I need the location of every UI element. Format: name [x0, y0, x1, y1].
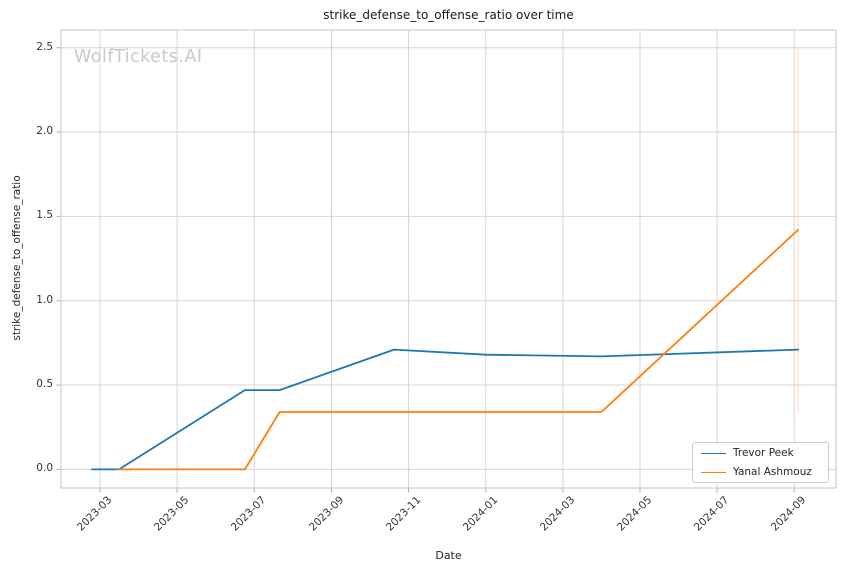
chart-title: strike_defense_to_offense_ratio over tim…: [323, 8, 574, 22]
watermark: WolfTickets.AI: [74, 47, 203, 67]
y-tick-label: 2.0: [36, 125, 53, 138]
legend-line-swatch-orange: [701, 471, 726, 473]
legend-label: Trevor Peek: [733, 447, 794, 459]
legend-entry-trevor-peek: Trevor Peek: [701, 445, 820, 461]
y-tick-label: 2.5: [36, 40, 53, 53]
y-tick-label: 1.0: [36, 293, 53, 306]
legend-line-swatch-blue: [701, 452, 726, 454]
x-axis-label: Date: [435, 549, 462, 562]
series-line-yanal-ashmouz: [118, 228, 799, 471]
y-axis-label: strike_defense_to_offense_ratio: [11, 175, 23, 341]
plot-border: [60, 29, 837, 489]
legend: Trevor Peek Yanal Ashmouz: [692, 442, 829, 483]
legend-label: Yanal Ashmouz: [733, 466, 812, 478]
series-line-trevor-peek: [90, 348, 799, 471]
legend-entry-yanal-ashmouz: Yanal Ashmouz: [701, 464, 820, 480]
y-tick-label: 0.5: [36, 378, 53, 391]
y-tick-label: 0.0: [36, 462, 53, 475]
y-tick-label: 1.5: [36, 209, 53, 222]
